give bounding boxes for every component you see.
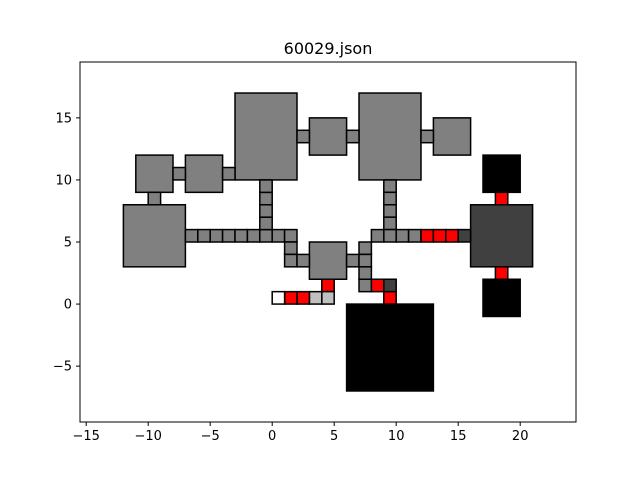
map-cell-room — [259, 204, 273, 218]
y-tick-label: −5 — [53, 360, 72, 375]
map-cell-room — [383, 191, 397, 206]
map-cell-door — [432, 228, 447, 243]
map-cell-room — [209, 228, 224, 243]
x-tick-label: 0 — [268, 429, 276, 444]
map-cell-room — [271, 228, 286, 243]
map-cell-room — [283, 253, 298, 268]
map-cell-room — [259, 228, 273, 243]
map-cell-room — [234, 228, 249, 243]
x-axis: −15 −10 −5 0 5 10 15 20 — [72, 422, 528, 444]
map-cell-dark_room — [383, 278, 397, 293]
map-cell-room — [172, 166, 187, 181]
map-cell-room — [358, 241, 373, 256]
map-cell-door — [494, 191, 509, 206]
x-tick-label: 10 — [388, 429, 405, 444]
plot-area — [122, 92, 534, 392]
map-cell-room — [259, 191, 273, 206]
y-tick-label: 5 — [64, 236, 72, 251]
map-cell-white — [271, 290, 286, 305]
map-cell-room — [259, 179, 273, 194]
map-cell-room — [345, 129, 360, 144]
map-cell-black_room — [482, 154, 521, 194]
map-cell-room — [383, 179, 397, 194]
map-cell-room — [345, 253, 360, 268]
x-tick-label: 20 — [512, 429, 529, 444]
map-cell-room — [122, 204, 187, 268]
map-cell-room — [308, 241, 348, 280]
map-cell-room — [283, 228, 298, 243]
map-cell-door — [321, 278, 335, 293]
map-cell-room — [407, 228, 422, 243]
map-cell-room — [358, 278, 373, 293]
map-cell-room — [147, 191, 162, 206]
map-cell-room — [370, 228, 385, 243]
map-cell-room — [246, 228, 261, 243]
map-cell-room — [135, 154, 174, 194]
map-cell-room — [358, 253, 373, 268]
map-cell-room — [184, 228, 199, 243]
map-cell-black_room — [482, 278, 521, 318]
map-cell-dark_room — [469, 204, 534, 268]
x-tick-label: −15 — [72, 429, 99, 444]
map-cell-room — [383, 204, 397, 218]
map-cell-black_room — [345, 303, 435, 392]
x-tick-label: −10 — [134, 429, 161, 444]
map-cell-room — [221, 228, 236, 243]
map-cell-room — [383, 228, 397, 243]
map-cell-room — [432, 117, 472, 156]
map-cell-room — [296, 129, 311, 144]
map-cell-room — [259, 216, 273, 231]
map-cell-room — [395, 228, 410, 243]
map-cell-room — [184, 154, 224, 194]
map-cell-room — [308, 117, 348, 156]
chart-title: 60029.json — [284, 39, 373, 58]
y-tick-label: 0 — [64, 298, 72, 313]
y-tick-label: 15 — [55, 111, 72, 126]
map-cell-door — [383, 290, 397, 305]
x-tick-label: −5 — [201, 429, 220, 444]
x-tick-label: 5 — [330, 429, 338, 444]
map-cell-door — [494, 266, 509, 280]
map-cell-door — [445, 228, 459, 243]
map-cell-room — [383, 216, 397, 231]
map-cell-room — [358, 92, 422, 181]
map-cell-door — [420, 228, 435, 243]
map-cell-light — [321, 290, 335, 305]
map-cell-dark_room — [457, 228, 472, 243]
map-cell-room — [296, 253, 311, 268]
map-cell-door — [370, 278, 385, 293]
map-cell-door — [296, 290, 311, 305]
map-cell-room — [283, 241, 298, 256]
map-cell-door — [283, 290, 298, 305]
map-cell-room — [358, 266, 373, 280]
map-cell-room — [420, 129, 435, 144]
map-cell-room — [234, 92, 298, 181]
map-cell-room — [221, 166, 236, 181]
map-cell-light — [308, 290, 323, 305]
y-axis: −5 0 5 10 15 — [53, 111, 80, 375]
axes-frame — [79, 61, 577, 423]
x-tick-label: 15 — [450, 429, 467, 444]
y-tick-label: 10 — [55, 173, 72, 188]
map-cell-room — [197, 228, 211, 243]
